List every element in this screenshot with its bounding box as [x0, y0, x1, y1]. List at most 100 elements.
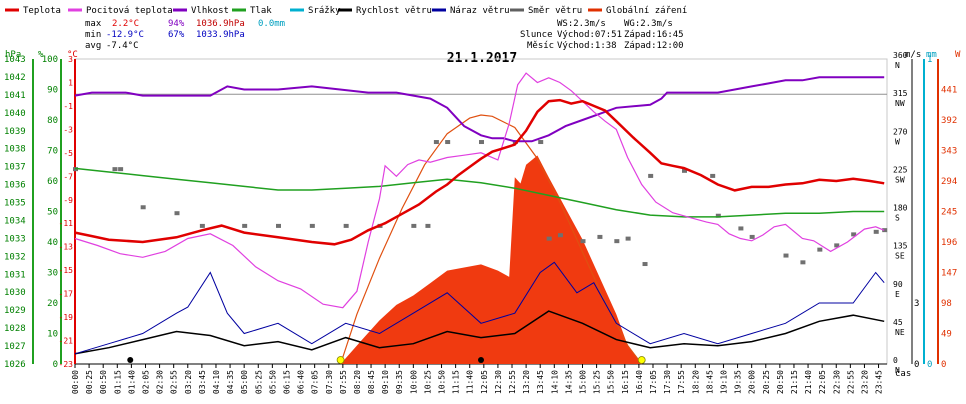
wind-dir-name-label: SW	[895, 175, 905, 184]
wind-dir-point	[625, 236, 631, 241]
wind-dir-point	[433, 140, 439, 145]
x-tick-label: 07:30	[325, 370, 334, 394]
x-tick-label: 02:55	[170, 370, 179, 394]
x-tick-label: 04:10	[212, 370, 221, 394]
x-tick-label: 10:00	[409, 370, 418, 394]
x-tick-label: 16:15	[621, 370, 630, 394]
radiation-unit: W	[955, 50, 961, 60]
wind-dir-name-label: W	[895, 137, 900, 146]
pressure-tick-label: 1038	[4, 145, 26, 155]
x-tick-label: 09:35	[395, 370, 404, 394]
wind-ws: WS:2.3m/s	[557, 19, 606, 29]
sunrise-marker	[336, 356, 345, 364]
wind-dir-point	[800, 260, 806, 265]
x-tick-label: 16:40	[635, 370, 644, 394]
x-tick-label: 05:00	[240, 370, 249, 394]
pressure-tick-label: 1032	[4, 252, 26, 262]
legend-label: Teplota	[23, 6, 61, 16]
pressure-tick-label: 1030	[4, 288, 26, 298]
wind-dir-tick-label: 225	[893, 165, 908, 174]
pressure-line	[74, 167, 885, 218]
x-tick-label: 13:45	[536, 370, 545, 394]
wind-dir-tick-label: 315	[893, 89, 908, 98]
wind-dir-name-label: N	[895, 61, 900, 70]
x-tick-label: 03:45	[198, 370, 207, 394]
wind-dir-point	[411, 223, 417, 228]
legend-label: Srážky	[308, 6, 341, 16]
x-tick-label: 22:55	[846, 370, 855, 394]
wind-dir-point	[580, 239, 586, 244]
x-tick-label: 17:30	[663, 370, 672, 394]
radiation-tick-label: 294	[941, 177, 957, 187]
wind-dir-name-label: N	[895, 366, 900, 375]
pressure-tick-label: 1042	[4, 73, 26, 83]
stats-min-hum: 67%	[168, 30, 185, 40]
rain-unit: mm	[926, 50, 937, 60]
rain-tick-label: 1	[927, 55, 932, 65]
x-tick-label: 15:25	[593, 370, 602, 394]
x-tick-label: 07:55	[339, 370, 348, 394]
temperature-tick-label: -5	[63, 149, 73, 158]
wind-dir-point	[538, 140, 544, 145]
wind-dir-name-label: SE	[895, 252, 905, 261]
radiation-tick-label: 245	[941, 208, 957, 218]
radiation-tick-label: 392	[941, 116, 957, 126]
wind-dir-point	[445, 140, 451, 145]
x-tick-label: 20:25	[762, 370, 771, 394]
pressure-tick-label: 1027	[4, 342, 26, 352]
x-tick-label: 22:05	[818, 370, 827, 394]
wind-dir-point	[710, 173, 716, 178]
temperature-tick-label: -13	[59, 243, 74, 252]
x-tick-label: 11:40	[466, 370, 475, 394]
axes: 1026102710281029103010311032103310341035…	[4, 51, 957, 375]
temperature-tick-label: -19	[59, 313, 74, 322]
wind-dir-point	[597, 234, 603, 239]
humidity-tick-label: 60	[47, 177, 58, 187]
radiation-tick-label: 196	[941, 238, 957, 248]
temperature-line	[74, 98, 885, 246]
legend-label: Globální záření	[606, 6, 687, 16]
x-tick-label: 14:35	[564, 370, 573, 394]
radiation-tick-label: 441	[941, 86, 957, 96]
pressure-tick-label: 1043	[4, 55, 26, 65]
stats-min-label: min	[85, 30, 101, 40]
x-tick-label: 12:55	[508, 370, 517, 394]
pressure-unit: hPa	[5, 50, 21, 60]
x-tick-label: 05:25	[254, 370, 263, 394]
plots	[73, 72, 888, 365]
stats-max-hum: 94%	[168, 19, 185, 29]
x-tick-label: 19:35	[734, 370, 743, 394]
wind-dir-point	[343, 223, 349, 228]
wind-dir-point	[118, 167, 124, 172]
x-tick-label: 00:00	[71, 370, 80, 394]
x-tick-label: 12:30	[494, 370, 503, 394]
theoretical-radiation-line	[340, 114, 643, 365]
stats-max-temp: 2.2°C	[112, 19, 139, 29]
stats-max-press: 1036.9hPa	[196, 19, 245, 29]
x-tick-label: 00:25	[85, 370, 94, 394]
pressure-tick-label: 1035	[4, 199, 26, 209]
stats-max-label: max	[85, 19, 102, 29]
wind-gust-line	[74, 261, 885, 355]
sun-rise: Východ:07:51	[557, 30, 622, 40]
temperature-tick-label: -3	[63, 125, 73, 134]
temperature-tick-label: -17	[59, 290, 74, 299]
wind-dir-point	[112, 167, 118, 172]
sun-set: Západ:16:45	[624, 30, 684, 40]
x-tick-label: 12:05	[480, 370, 489, 394]
temperature-tick-label: -9	[63, 196, 73, 205]
x-tick-label: 08:45	[367, 370, 376, 394]
moon-set: Západ:12:00	[624, 41, 684, 51]
x-tick-label: 11:15	[452, 370, 461, 394]
feels-like-line	[74, 72, 885, 309]
wind-dir-point	[642, 262, 648, 267]
wind-dir-tick-label: 360	[893, 51, 908, 60]
legend-label: Náraz větru	[450, 6, 510, 16]
legend-label: Pocitová teplota	[86, 6, 173, 16]
x-tick-label: 05:50	[268, 370, 277, 394]
stats-max-rain: 0.0mm	[258, 19, 285, 29]
x-tick-label: 01:15	[113, 370, 122, 394]
temperature-tick-label: -15	[59, 266, 74, 275]
wind-dir-point	[309, 223, 315, 228]
